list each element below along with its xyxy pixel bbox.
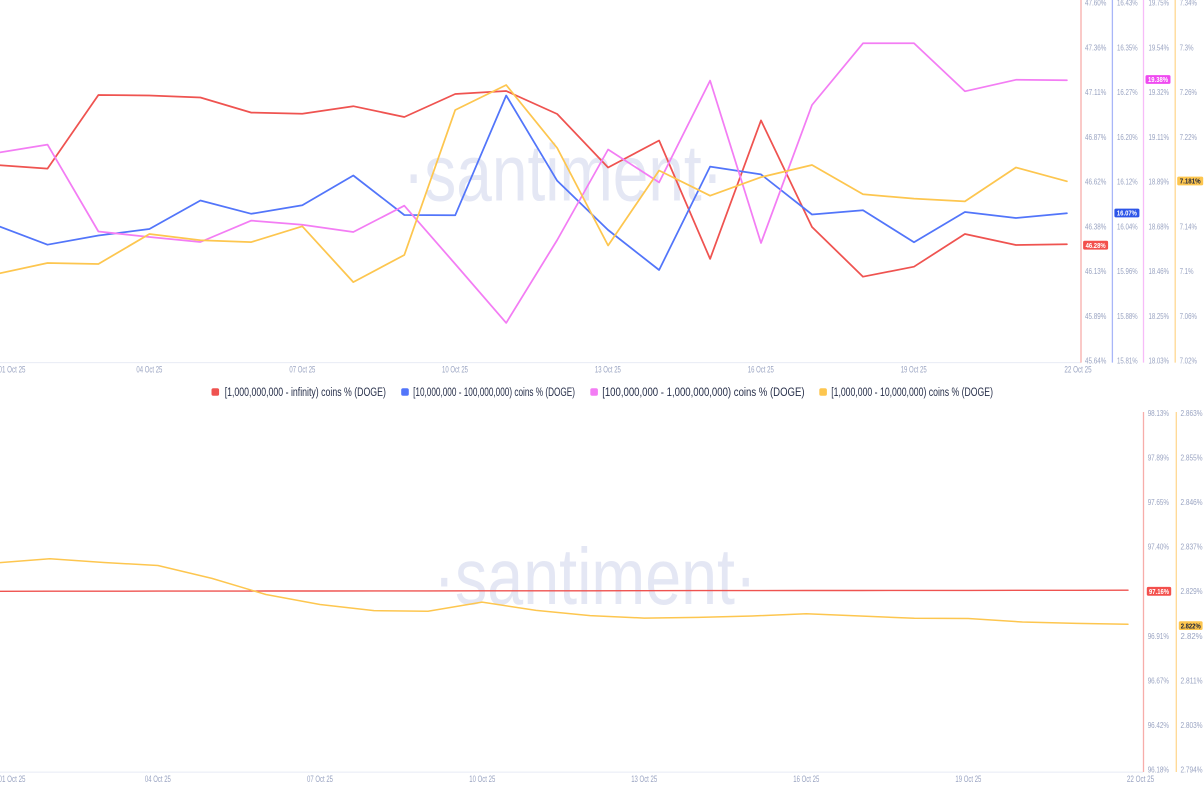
- svg-text:07 Oct 25: 07 Oct 25: [289, 365, 315, 375]
- svg-text:45.64%: 45.64%: [1085, 357, 1106, 366]
- svg-text:·santiment·: ·santiment·: [434, 532, 757, 621]
- svg-text:01 Oct 25: 01 Oct 25: [0, 365, 26, 375]
- svg-text:04 Oct 25: 04 Oct 25: [145, 774, 171, 784]
- svg-text:15.96%: 15.96%: [1117, 267, 1138, 276]
- svg-text:96.18%: 96.18%: [1148, 766, 1169, 775]
- svg-text:16.04%: 16.04%: [1117, 222, 1138, 231]
- svg-text:19.54%: 19.54%: [1149, 43, 1170, 52]
- svg-text:[100,000,000 - 1,000,000,000): [100,000,000 - 1,000,000,000) coins % (D…: [602, 385, 804, 399]
- svg-text:19 Oct 25: 19 Oct 25: [901, 365, 927, 375]
- svg-text:[10,000,000 - 100,000,000) coi: [10,000,000 - 100,000,000) coins % (DOGE…: [413, 385, 575, 399]
- svg-text:46.62%: 46.62%: [1085, 178, 1106, 187]
- svg-text:2.846%: 2.846%: [1181, 498, 1203, 507]
- svg-text:10 Oct 25: 10 Oct 25: [442, 365, 468, 375]
- svg-text:19.11%: 19.11%: [1149, 133, 1170, 142]
- svg-text:16.43%: 16.43%: [1117, 0, 1138, 8]
- svg-text:2.822%: 2.822%: [1181, 623, 1202, 630]
- svg-text:13 Oct 25: 13 Oct 25: [631, 774, 657, 784]
- svg-text:2.82%: 2.82%: [1181, 632, 1203, 641]
- svg-text:7.3%: 7.3%: [1180, 43, 1194, 52]
- svg-text:46.87%: 46.87%: [1085, 133, 1106, 142]
- svg-text:7.02%: 7.02%: [1180, 357, 1197, 366]
- svg-text:22 Oct 25: 22 Oct 25: [1127, 774, 1154, 784]
- svg-text:2.811%: 2.811%: [1181, 676, 1203, 685]
- svg-text:46.38%: 46.38%: [1085, 222, 1106, 231]
- svg-text:2.837%: 2.837%: [1181, 543, 1203, 552]
- svg-text:96.91%: 96.91%: [1148, 632, 1169, 641]
- svg-text:22 Oct 25: 22 Oct 25: [1064, 365, 1091, 375]
- svg-text:16.20%: 16.20%: [1117, 133, 1138, 142]
- svg-text:47.60%: 47.60%: [1085, 0, 1106, 8]
- svg-text:18.03%: 18.03%: [1149, 357, 1170, 366]
- svg-text:[1,000,000 - 10,000,000) coins: [1,000,000 - 10,000,000) coins % (DOGE): [831, 385, 993, 399]
- svg-text:19.32%: 19.32%: [1149, 88, 1170, 97]
- svg-text:46.28%: 46.28%: [1086, 243, 1107, 250]
- svg-text:46.13%: 46.13%: [1085, 267, 1106, 276]
- svg-text:97.40%: 97.40%: [1148, 543, 1169, 552]
- svg-text:2.803%: 2.803%: [1181, 721, 1203, 730]
- svg-text:07 Oct 25: 07 Oct 25: [307, 774, 333, 784]
- svg-text:04 Oct 25: 04 Oct 25: [136, 365, 162, 375]
- svg-text:10 Oct 25: 10 Oct 25: [469, 774, 495, 784]
- svg-text:15.81%: 15.81%: [1117, 357, 1138, 366]
- svg-text:01 Oct 25: 01 Oct 25: [0, 774, 26, 784]
- svg-text:2.794%: 2.794%: [1181, 766, 1203, 775]
- svg-text:13 Oct 25: 13 Oct 25: [595, 365, 621, 375]
- svg-text:·santiment·: ·santiment·: [403, 129, 723, 218]
- svg-text:7.14%: 7.14%: [1180, 222, 1197, 231]
- svg-text:97.89%: 97.89%: [1148, 453, 1169, 462]
- svg-text:7.26%: 7.26%: [1180, 88, 1197, 97]
- svg-text:7.1%: 7.1%: [1180, 267, 1194, 276]
- svg-text:2.863%: 2.863%: [1181, 409, 1203, 418]
- svg-text:19 Oct 25: 19 Oct 25: [955, 774, 981, 784]
- svg-text:98.13%: 98.13%: [1148, 409, 1169, 418]
- svg-text:16.12%: 16.12%: [1117, 178, 1138, 187]
- svg-text:16.27%: 16.27%: [1117, 88, 1138, 97]
- svg-text:15.88%: 15.88%: [1117, 312, 1138, 321]
- svg-text:16 Oct 25: 16 Oct 25: [793, 774, 819, 784]
- svg-text:7.22%: 7.22%: [1180, 133, 1197, 142]
- svg-text:2.829%: 2.829%: [1181, 587, 1203, 596]
- svg-text:97.65%: 97.65%: [1148, 498, 1169, 507]
- svg-text:16.35%: 16.35%: [1117, 43, 1138, 52]
- svg-text:2.855%: 2.855%: [1181, 453, 1203, 462]
- svg-text:18.68%: 18.68%: [1149, 222, 1170, 231]
- svg-text:45.89%: 45.89%: [1085, 312, 1106, 321]
- svg-text:18.25%: 18.25%: [1149, 312, 1170, 321]
- svg-text:97.16%: 97.16%: [1149, 589, 1170, 596]
- svg-text:96.67%: 96.67%: [1148, 676, 1169, 685]
- svg-text:47.36%: 47.36%: [1085, 43, 1106, 52]
- svg-text:7.181%: 7.181%: [1180, 179, 1202, 186]
- svg-text:7.06%: 7.06%: [1180, 312, 1197, 321]
- svg-text:47.11%: 47.11%: [1085, 88, 1106, 97]
- svg-text:96.42%: 96.42%: [1148, 721, 1169, 730]
- svg-text:19.38%: 19.38%: [1148, 77, 1169, 84]
- svg-text:18.46%: 18.46%: [1149, 267, 1170, 276]
- svg-text:19.75%: 19.75%: [1149, 0, 1170, 8]
- svg-text:18.89%: 18.89%: [1149, 178, 1170, 187]
- svg-text:16 Oct 25: 16 Oct 25: [748, 365, 774, 375]
- svg-text:[1,000,000,000 - infinity) coi: [1,000,000,000 - infinity) coins % (DOGE…: [225, 385, 386, 399]
- svg-text:7.34%: 7.34%: [1180, 0, 1197, 8]
- svg-text:16.07%: 16.07%: [1117, 211, 1138, 218]
